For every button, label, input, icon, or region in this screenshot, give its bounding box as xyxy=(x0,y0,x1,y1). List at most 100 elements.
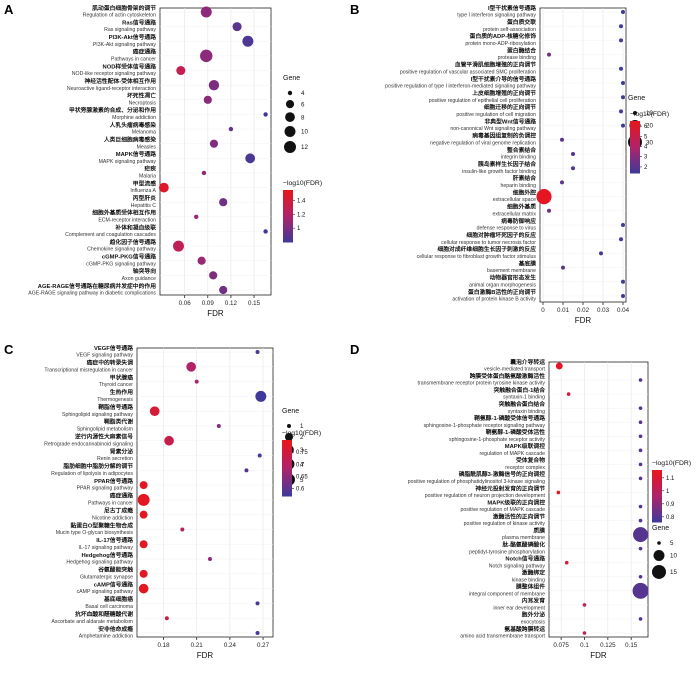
data-point xyxy=(164,435,174,446)
term-label-en: exocytosis xyxy=(521,620,546,626)
term-label-cn: 肌动蛋白细胞骨架的调节 xyxy=(91,4,156,12)
data-point xyxy=(638,518,643,523)
term-label-en: cellular response to tumor necrosis fact… xyxy=(441,240,536,246)
gene-legend-dot xyxy=(287,424,291,428)
color-bar-segment xyxy=(652,519,662,523)
color-bar-segment xyxy=(630,123,640,126)
color-bar-segment xyxy=(630,168,640,172)
term-label-en: Axon guidance xyxy=(122,276,156,282)
data-point xyxy=(599,251,603,256)
term-label-cn: 人类巨细胞病毒感染 xyxy=(103,135,156,143)
term-label-cn: 人乳头瘤病毒感染 xyxy=(109,121,157,129)
x-tick-label: 0.18 xyxy=(158,642,171,649)
x-tick-label: 0.04 xyxy=(617,307,630,314)
data-point xyxy=(139,569,148,578)
term-label-cn: 癌症通路 xyxy=(110,492,133,500)
color-bar-segment xyxy=(630,170,640,174)
x-tick-label: 0.15 xyxy=(248,300,261,307)
color-bar-segment xyxy=(652,483,662,486)
color-bar-segment xyxy=(282,470,292,474)
term-label-cn: 轴突导向 xyxy=(133,267,156,275)
color-bar-tick-label: 2 xyxy=(644,165,648,171)
color-bar-tick-label: 1.2 xyxy=(297,212,306,218)
color-bar-tick-label: 3 xyxy=(644,155,648,161)
data-point xyxy=(257,453,262,458)
data-point xyxy=(255,390,267,402)
data-point xyxy=(255,601,260,606)
color-bar-segment xyxy=(283,209,293,213)
color-bar-segment xyxy=(283,226,293,230)
term-label-en: defense response to virus xyxy=(477,226,537,232)
gene-legend-label: 10 xyxy=(301,129,308,136)
color-bar-segment xyxy=(283,198,293,202)
x-axis-title: FDR xyxy=(590,651,607,660)
term-label-en: type I interferon signaling pathway xyxy=(457,13,536,19)
gene-legend-label: 12 xyxy=(301,144,308,151)
term-label-en: cAMP signaling pathway xyxy=(77,589,134,595)
data-point xyxy=(638,378,643,382)
data-point xyxy=(564,560,569,565)
color-bar-segment xyxy=(282,465,292,469)
data-point xyxy=(632,582,649,599)
term-label-cn: 安非他命成瘾 xyxy=(98,625,133,633)
term-label-cn: 甲状腺癌 xyxy=(110,373,133,381)
term-label-en: PI3K-Akt signaling pathway xyxy=(93,42,157,48)
data-point xyxy=(619,24,623,29)
term-label-cn: 趋化因子信号通路 xyxy=(109,238,157,246)
color-bar-segment xyxy=(283,190,293,193)
term-label-en: Nicotine addiction xyxy=(92,515,133,521)
color-bar-segment xyxy=(283,222,293,226)
term-label-en: Ascorbate and aldarate metabolism xyxy=(51,619,133,625)
gene-legend-title: Gene xyxy=(282,408,299,415)
data-point xyxy=(621,294,625,298)
data-point xyxy=(232,22,242,32)
term-label-en: Sphingolipid signaling pathway xyxy=(62,412,133,418)
x-tick-label: 0.09 xyxy=(202,300,215,307)
gene-legend-label: 3 xyxy=(300,447,304,454)
term-label-cn: 细胞外基质受体相互作用 xyxy=(92,209,156,217)
data-point xyxy=(197,256,206,265)
x-tick-label: 0.12 xyxy=(225,300,238,307)
term-label-en: Melanoma xyxy=(132,130,156,136)
term-label-en: sphingosine-1-phosphate receptor activit… xyxy=(449,437,545,443)
term-label-cn: MAPK级联的正向调控 xyxy=(487,498,545,506)
x-axis-title: FDR xyxy=(207,309,224,318)
term-label-cn: 病毒基因组复制的负调控 xyxy=(472,132,536,140)
data-point xyxy=(638,420,643,425)
data-point xyxy=(638,448,643,453)
color-legend: −log10(FDR) 1.1 1 0.9 0.8 xyxy=(652,460,691,523)
term-label-cn: IL-17信号通路 xyxy=(96,536,133,544)
term-label-cn: 神经元投射发育的正向调节 xyxy=(475,484,545,492)
data-point xyxy=(139,540,148,549)
x-tick-label: 0.06 xyxy=(179,300,192,307)
color-bar-segment xyxy=(652,472,662,475)
x-tick-label: 0.03 xyxy=(597,307,610,314)
term-label-en: PPAR signaling pathway xyxy=(77,486,134,492)
color-bar-segment xyxy=(282,456,292,460)
x-tick-label: 0.21 xyxy=(191,642,204,649)
color-bar-segment xyxy=(283,229,293,232)
x-axis-title: FDR xyxy=(197,651,214,660)
color-bar-segment xyxy=(652,500,662,503)
term-label-cn: 突触融合蛋白结合 xyxy=(499,400,546,408)
term-label-cn: 激酶绑定 xyxy=(522,569,545,577)
term-label-en: Amphetamine addiction xyxy=(79,634,133,640)
color-bar-segment xyxy=(630,160,640,163)
color-bar-segment xyxy=(282,493,292,497)
term-label-en: positive regulation of phosphatidylinosi… xyxy=(408,479,545,485)
color-bar-segment xyxy=(652,480,662,484)
term-label-cn: MAPK级联调控 xyxy=(505,442,545,450)
term-label-en: activation of protein kinase B activity xyxy=(452,297,536,303)
data-point xyxy=(137,493,150,506)
x-tick-label: 0.27 xyxy=(257,642,270,649)
data-point xyxy=(555,362,563,370)
data-point xyxy=(566,392,571,396)
term-label-en: positive regulation of type I interferon… xyxy=(385,84,536,90)
data-point xyxy=(619,66,623,71)
color-bar-segment xyxy=(282,491,292,495)
color-bar-segment xyxy=(283,224,293,228)
term-label-cn: 脂肪细胞中脂肪分解的调节 xyxy=(62,462,133,470)
term-label-cn: 逆行内源性大麻素信号 xyxy=(75,433,133,441)
panel-label: B xyxy=(350,2,359,17)
